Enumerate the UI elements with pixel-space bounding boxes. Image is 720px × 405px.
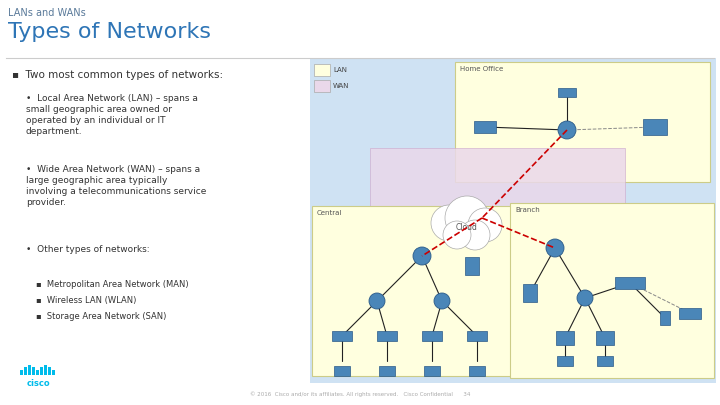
- Circle shape: [445, 196, 489, 240]
- FancyBboxPatch shape: [474, 121, 496, 133]
- FancyBboxPatch shape: [310, 58, 716, 383]
- FancyBboxPatch shape: [314, 80, 330, 92]
- Text: LANs and WANs: LANs and WANs: [8, 8, 86, 18]
- FancyBboxPatch shape: [465, 257, 479, 275]
- Text: ▪  Storage Area Network (SAN): ▪ Storage Area Network (SAN): [36, 312, 166, 321]
- Circle shape: [443, 221, 471, 249]
- FancyBboxPatch shape: [556, 331, 574, 345]
- FancyBboxPatch shape: [643, 119, 667, 135]
- FancyBboxPatch shape: [44, 365, 47, 375]
- Text: Central: Central: [317, 210, 343, 216]
- FancyBboxPatch shape: [48, 367, 50, 375]
- FancyBboxPatch shape: [377, 331, 397, 341]
- FancyBboxPatch shape: [40, 367, 42, 375]
- Circle shape: [369, 293, 385, 309]
- Text: Home Office: Home Office: [460, 66, 503, 72]
- FancyBboxPatch shape: [557, 356, 573, 366]
- FancyBboxPatch shape: [597, 356, 613, 366]
- Circle shape: [468, 208, 502, 242]
- Text: Types of Networks: Types of Networks: [8, 22, 211, 42]
- Circle shape: [460, 220, 490, 250]
- FancyBboxPatch shape: [424, 366, 440, 376]
- FancyBboxPatch shape: [558, 87, 576, 96]
- Text: ▪  Two most common types of networks:: ▪ Two most common types of networks:: [12, 70, 223, 80]
- Circle shape: [431, 205, 467, 241]
- Circle shape: [577, 290, 593, 306]
- FancyBboxPatch shape: [469, 366, 485, 376]
- FancyBboxPatch shape: [679, 307, 701, 318]
- FancyBboxPatch shape: [596, 331, 614, 345]
- FancyBboxPatch shape: [370, 148, 625, 298]
- Text: •  Local Area Network (LAN) – spans a
small geographic area owned or
operated by: • Local Area Network (LAN) – spans a sma…: [26, 94, 198, 136]
- Text: ▪  Metropolitan Area Network (MAN): ▪ Metropolitan Area Network (MAN): [36, 280, 189, 289]
- Text: Branch: Branch: [515, 207, 540, 213]
- FancyBboxPatch shape: [467, 331, 487, 341]
- Text: •  Other types of networks:: • Other types of networks:: [26, 245, 150, 254]
- FancyBboxPatch shape: [660, 311, 670, 325]
- Text: ▪  Wireless LAN (WLAN): ▪ Wireless LAN (WLAN): [36, 296, 136, 305]
- FancyBboxPatch shape: [314, 64, 330, 76]
- FancyBboxPatch shape: [52, 370, 55, 375]
- FancyBboxPatch shape: [312, 206, 522, 376]
- Circle shape: [413, 247, 431, 265]
- FancyBboxPatch shape: [334, 366, 350, 376]
- FancyBboxPatch shape: [510, 203, 714, 378]
- Circle shape: [434, 293, 450, 309]
- FancyBboxPatch shape: [24, 367, 27, 375]
- Circle shape: [558, 121, 576, 139]
- FancyBboxPatch shape: [615, 277, 645, 289]
- FancyBboxPatch shape: [32, 367, 35, 375]
- FancyBboxPatch shape: [36, 370, 38, 375]
- FancyBboxPatch shape: [332, 331, 352, 341]
- FancyBboxPatch shape: [455, 62, 710, 182]
- FancyBboxPatch shape: [28, 365, 30, 375]
- Text: Cloud: Cloud: [456, 222, 478, 232]
- FancyBboxPatch shape: [20, 370, 22, 375]
- Text: LAN: LAN: [333, 67, 347, 73]
- FancyBboxPatch shape: [422, 331, 442, 341]
- Text: •  Wide Area Network (WAN) – spans a
large geographic area typically
involving a: • Wide Area Network (WAN) – spans a larg…: [26, 165, 207, 207]
- Text: cisco: cisco: [26, 379, 50, 388]
- Circle shape: [546, 239, 564, 257]
- Text: © 2016  Cisco and/or its affiliates. All rights reserved.   Cisco Confidential  : © 2016 Cisco and/or its affiliates. All …: [250, 391, 470, 397]
- FancyBboxPatch shape: [523, 284, 537, 302]
- FancyBboxPatch shape: [379, 366, 395, 376]
- Text: WAN: WAN: [333, 83, 349, 89]
